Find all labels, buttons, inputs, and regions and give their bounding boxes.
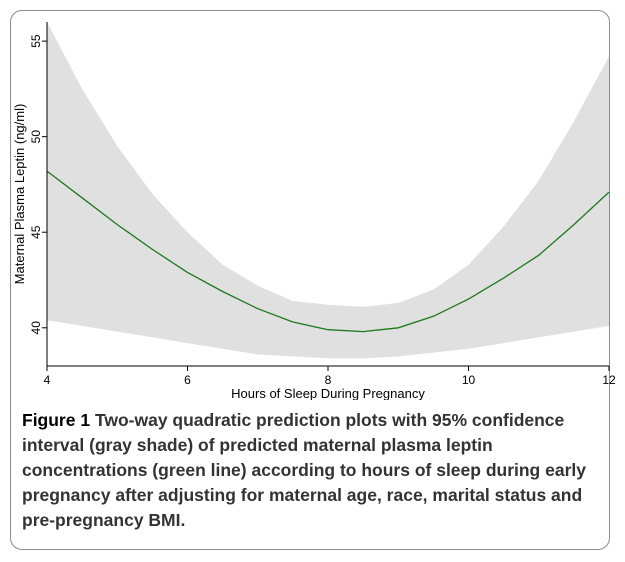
y-tick-label: 50 bbox=[29, 130, 43, 144]
x-tick-label: 12 bbox=[602, 373, 616, 387]
y-tick-label: 55 bbox=[29, 34, 43, 48]
confidence-band-layer bbox=[47, 22, 609, 359]
x-tick-label: 4 bbox=[44, 373, 51, 387]
x-tick-label: 10 bbox=[462, 373, 476, 387]
figure-caption-text: Two-way quadratic prediction plots with … bbox=[22, 410, 586, 530]
axes: 4 6 8 10 12 40 45 50 55 bbox=[29, 22, 616, 387]
prediction-line bbox=[46, 170, 610, 333]
x-tick-label: 6 bbox=[184, 373, 191, 387]
y-tick-label: 45 bbox=[29, 225, 43, 239]
y-tick-label: 40 bbox=[29, 321, 43, 335]
y-axis-title: Maternal Plasma Leptin (ng/ml) bbox=[12, 104, 27, 285]
confidence-band bbox=[47, 22, 609, 359]
figure-label: Figure 1 bbox=[22, 410, 91, 430]
figure-caption: Figure 1 Two-way quadratic prediction pl… bbox=[22, 408, 597, 533]
prediction-line-layer bbox=[46, 170, 610, 333]
x-axis-title: Hours of Sleep During Pregnancy bbox=[231, 386, 425, 400]
chart: 4 6 8 10 12 40 45 50 55 Hours of Sleep During Pr… bbox=[12, 22, 616, 400]
x-tick-label: 8 bbox=[325, 373, 332, 387]
